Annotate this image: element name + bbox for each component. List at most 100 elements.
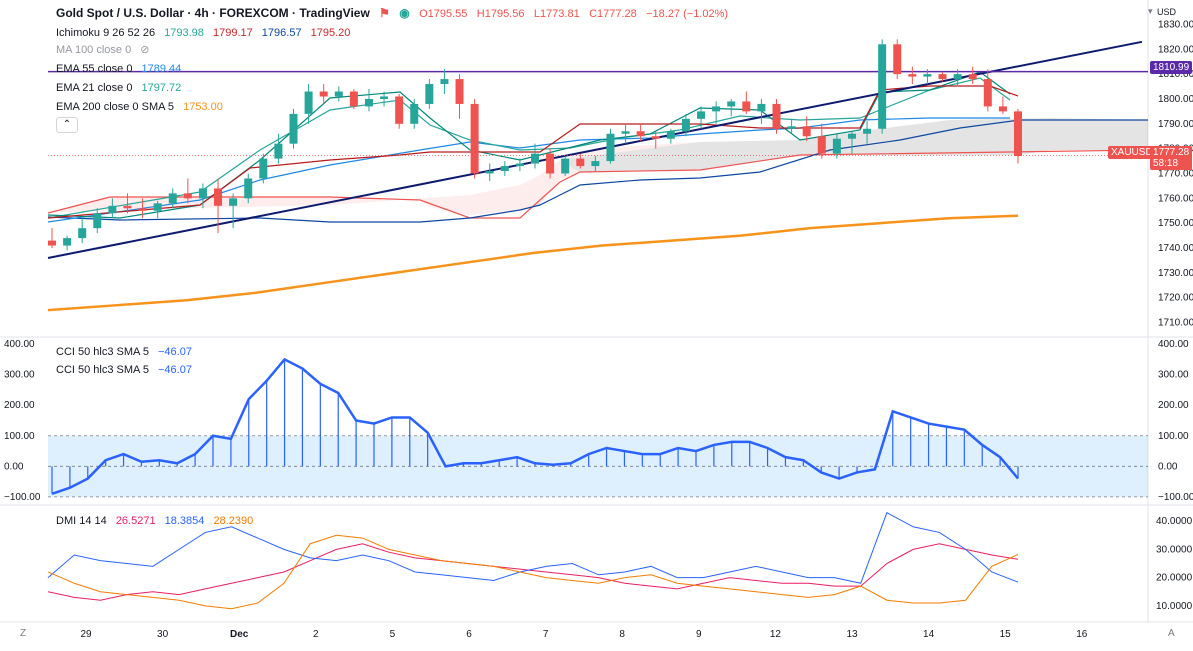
- candle-body: [651, 136, 660, 139]
- hidden-eye-icon[interactable]: ⊘: [140, 44, 150, 56]
- candle-body: [93, 213, 102, 229]
- candle-body: [259, 158, 268, 179]
- legend-ema55[interactable]: EMA 55 close 0 1789.44: [56, 62, 187, 76]
- legend-ichimoku-v1: 1793.98: [164, 27, 204, 39]
- candle-body: [742, 101, 751, 112]
- legend-ema200-label: EMA 200 close 0 SMA 5: [56, 101, 175, 113]
- cci-tick-label-right: 200.00: [1158, 400, 1189, 411]
- ohlc-low: L1773.81: [533, 8, 580, 20]
- tenkan-line: [47, 71, 1011, 219]
- dmi-tick-label: 10.0000: [1156, 601, 1193, 612]
- candle-body: [515, 163, 524, 167]
- price-tick-label: 1790.00: [1158, 119, 1193, 130]
- candle-body: [636, 131, 645, 137]
- legend-cci-1-label: CCI 50 hlc3 SMA 5: [56, 346, 149, 358]
- candle-body: [606, 133, 615, 162]
- legend-ema55-label: EMA 55 close 0: [56, 63, 133, 75]
- candle-body: [198, 188, 207, 199]
- dmi-tick-label: 40.0000: [1156, 516, 1193, 527]
- candle-body: [817, 136, 826, 154]
- price-tick-label: 1770.00: [1158, 169, 1193, 180]
- time-tick-label: 16: [1076, 629, 1088, 640]
- legend-cci-2[interactable]: CCI 50 hlc3 SMA 5 −46.07: [56, 363, 198, 377]
- candle-body: [531, 153, 539, 164]
- time-tick-label: 29: [80, 629, 92, 640]
- time-tick-label: 9: [696, 629, 702, 640]
- candle-body: [304, 91, 313, 114]
- legend-ema200[interactable]: EMA 200 close 0 SMA 5 1753.00: [56, 100, 229, 114]
- dmi-line-DI−: [47, 511, 1019, 584]
- symbol-legend[interactable]: Gold Spot / U.S. Dollar · 4h · FOREXCOM …: [56, 6, 734, 21]
- candle-body: [153, 203, 162, 211]
- candle-body: [425, 84, 434, 104]
- collapse-legend-button[interactable]: ⌃: [56, 117, 78, 133]
- last-price-value: 1777.28: [1153, 147, 1190, 158]
- time-tick-label: 12: [770, 629, 782, 640]
- senkou-span-a: [47, 119, 1148, 223]
- candle-body: [591, 161, 600, 167]
- candle-body: [289, 113, 298, 144]
- cci-tick-label-left: 0.00: [4, 461, 24, 472]
- candle-body: [244, 178, 253, 199]
- legend-dmi-v3: 28.2390: [213, 515, 254, 527]
- candle-body: [500, 166, 509, 172]
- auto-scale-button[interactable]: A: [1168, 628, 1175, 639]
- candle-body: [712, 106, 721, 112]
- dmi-tick-label: 30.0000: [1156, 544, 1193, 555]
- price-tick-label: 1820.00: [1158, 44, 1193, 55]
- candle-body: [395, 96, 404, 124]
- candle-body: [983, 79, 992, 107]
- flag-icon[interactable]: ⚑: [379, 6, 390, 20]
- currency-label[interactable]: USD: [1157, 7, 1177, 17]
- legend-ma100-label: MA 100 close 0: [56, 44, 132, 56]
- candle-body: [787, 126, 796, 129]
- ichimoku-cloud-bull: [560, 118, 1148, 172]
- candle-body: [968, 74, 977, 80]
- ohlc-close: C1777.28: [589, 8, 637, 20]
- candle-body: [923, 74, 932, 77]
- zoom-toggle-button[interactable]: Z: [20, 628, 27, 639]
- candle-body: [274, 143, 283, 159]
- cci-tick-label-right: 0.00: [1158, 461, 1178, 472]
- cci-tick-label-left: −100.00: [4, 492, 41, 503]
- price-tick-label: 1710.00: [1158, 318, 1193, 329]
- candle-body: [334, 91, 343, 97]
- candle-body: [214, 188, 223, 206]
- cci-tick-label-right: 300.00: [1158, 370, 1189, 381]
- legend-dmi-v1: 26.5271: [115, 515, 156, 527]
- ohlc-high: H1795.56: [476, 8, 525, 20]
- candle-body: [727, 101, 736, 107]
- price-tick-label: 1740.00: [1158, 243, 1193, 254]
- legend-ema21[interactable]: EMA 21 close 0 1797.72: [56, 81, 187, 95]
- time-tick-label: Dec: [230, 629, 249, 640]
- candle-body: [123, 205, 132, 209]
- dmi-line-DI+: [47, 543, 1019, 601]
- legend-cci-1[interactable]: CCI 50 hlc3 SMA 5 −46.07: [56, 345, 198, 359]
- candle-body: [440, 79, 449, 85]
- senkou-span-b: [47, 149, 1149, 219]
- candle-body: [953, 74, 962, 80]
- candle-body: [847, 133, 856, 139]
- legend-ema200-value: 1753.00: [183, 101, 223, 113]
- candle-body: [757, 103, 766, 112]
- candle-body: [908, 74, 917, 77]
- cci-tick-label-right: 400.00: [1158, 339, 1189, 350]
- candle-body: [319, 91, 328, 97]
- legend-ma100[interactable]: MA 100 close 0 ⊘: [56, 43, 156, 57]
- candle-body: [878, 44, 887, 129]
- legend-dmi[interactable]: DMI 14 14 26.5271 18.3854 28.2390: [56, 514, 259, 528]
- ema55-line: [47, 117, 1010, 223]
- time-tick-label: 6: [466, 629, 472, 640]
- time-tick-label: 30: [157, 629, 169, 640]
- symbol-title: Gold Spot / U.S. Dollar · 4h · FOREXCOM …: [56, 6, 370, 20]
- candle-body: [576, 158, 585, 167]
- legend-ichimoku[interactable]: Ichimoku 9 26 52 26 1793.98 1799.17 1796…: [56, 26, 356, 40]
- currency-dropdown-icon[interactable]: ▾: [1148, 6, 1153, 16]
- candle-body: [832, 138, 841, 154]
- countdown: 58:18: [1153, 158, 1179, 169]
- legend-cci-1-value: −46.07: [158, 346, 192, 358]
- legend-ichimoku-label: Ichimoku 9 26 52 26: [56, 27, 156, 39]
- ohlc-change: −18.27 (−1.02%): [646, 8, 729, 20]
